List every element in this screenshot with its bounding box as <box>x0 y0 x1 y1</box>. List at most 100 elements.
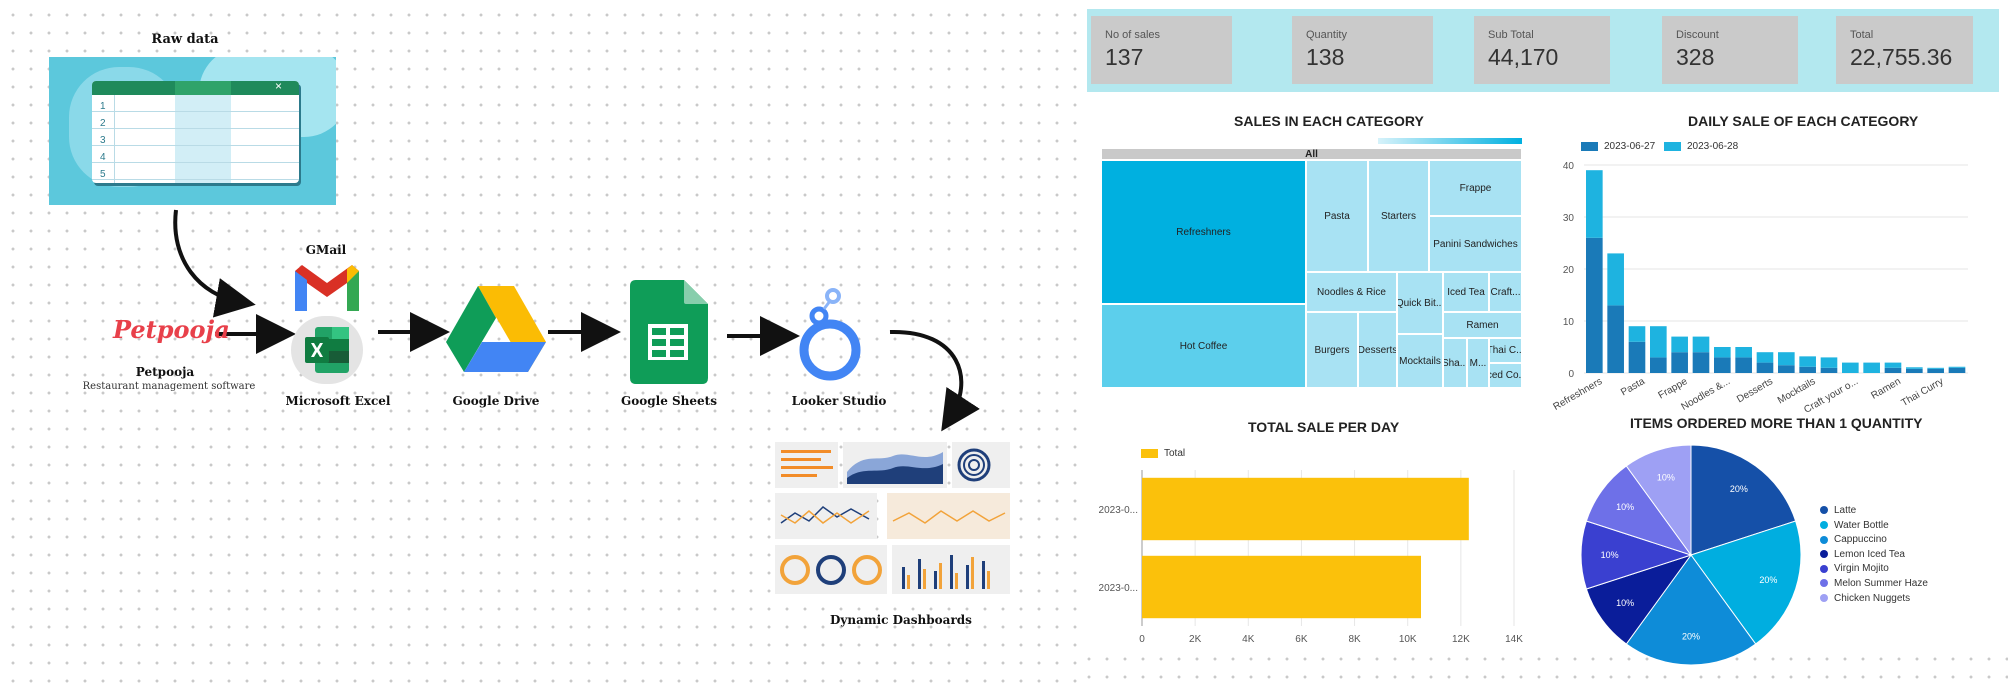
kpi-card[interactable]: No of sales 137 <box>1091 16 1232 84</box>
treemap-cell[interactable]: Craft... <box>1489 272 1522 312</box>
x-tick-label: Refreshners <box>1551 376 1604 413</box>
treemap-cell[interactable]: Panini Sandwiches <box>1429 216 1522 272</box>
sheet-row-number: 3 <box>100 135 106 146</box>
excel-icon <box>305 327 349 373</box>
treemap-cell[interactable]: Pasta <box>1306 160 1368 272</box>
treemap-cell[interactable]: Sha... <box>1443 338 1467 388</box>
kpi-value: 44,170 <box>1488 44 1559 70</box>
raw-data-illustration: × 1 2 3 4 5 <box>49 57 336 205</box>
pie-slice-label: 10% <box>1616 598 1634 608</box>
kpi-value: 328 <box>1676 44 1715 70</box>
legend-swatch <box>1820 506 1828 515</box>
y-tick-label: 30 <box>1563 213 1575 224</box>
legend-label: Total <box>1164 448 1186 459</box>
legend-item[interactable]: 2023-06-27 <box>1581 141 1655 152</box>
treemap-cell[interactable]: Thai C... <box>1489 338 1522 363</box>
sheet-row-number: 4 <box>100 152 106 163</box>
bar-segment <box>1756 362 1774 373</box>
legend-item[interactable]: Lemon Iced Tea <box>1820 549 1928 564</box>
google-drive-icon <box>446 286 546 372</box>
bar-segment <box>1778 365 1795 373</box>
dashboard-thumbnails <box>775 442 1010 594</box>
legend-swatch <box>1141 448 1158 458</box>
column-chart-thumb <box>892 545 1010 594</box>
legend-item[interactable]: Chicken Nuggets <box>1820 593 1928 608</box>
pie-slice <box>1690 445 1797 556</box>
y-tick-label: 0 <box>1568 369 1574 380</box>
treemap-cell[interactable]: M... <box>1467 338 1489 388</box>
treemap-cell[interactable]: Starters <box>1368 160 1429 272</box>
legend-label: Chicken Nuggets <box>1834 592 1911 604</box>
treemap-cell[interactable]: Frappe <box>1429 160 1522 216</box>
legend-item[interactable]: 2023-06-28 <box>1664 141 1738 152</box>
dashboards-label: Dynamic Dashboards <box>830 613 972 627</box>
y-tick-label: 2023-0... <box>1099 583 1138 594</box>
kpi-label: Total <box>1850 29 1874 41</box>
looker-label: Looker Studio <box>791 394 887 408</box>
treemap-cell[interactable]: Iced Co... <box>1489 363 1522 388</box>
legend-item[interactable]: Water Bottle <box>1820 520 1928 535</box>
pie-legend: Latte Water Bottle Cappuccino Lemon Iced… <box>1820 505 1928 607</box>
x-tick-label: 6K <box>1295 634 1308 645</box>
treemap-cell[interactable]: Ramen <box>1443 312 1522 338</box>
bar-segment <box>1756 352 1774 363</box>
treemap-cell[interactable]: Noodles & Rice <box>1306 272 1397 312</box>
kpi-label: No of sales <box>1105 29 1161 41</box>
legend-item[interactable]: Total <box>1141 448 1185 459</box>
legend-item[interactable]: Melon Summer Haze <box>1820 578 1928 593</box>
kpi-label: Discount <box>1676 29 1719 41</box>
pie-slice-label: 20% <box>1759 575 1777 585</box>
sheet-row-number: 5 <box>100 169 106 180</box>
bar-segment <box>1906 368 1923 373</box>
legend-item[interactable]: Cappuccino <box>1820 534 1928 549</box>
bar-segment <box>1842 362 1859 373</box>
legend-item[interactable]: Virgin Mojito <box>1820 563 1928 578</box>
legend-label: Cappuccino <box>1834 534 1887 546</box>
pie-chart[interactable]: 20% 20% 20% 10% 10% 10% 10% <box>1580 445 1820 675</box>
kpi-card[interactable]: Quantity 138 <box>1292 16 1433 84</box>
bar-segment <box>1799 356 1816 367</box>
bar-segment <box>1735 357 1752 373</box>
sheet-row-number: 2 <box>100 118 106 129</box>
treemap-cell[interactable]: Iced Tea <box>1443 272 1489 312</box>
x-tick-label: 12K <box>1452 634 1470 645</box>
y-tick-label: 10 <box>1563 317 1575 328</box>
legend-item[interactable]: Latte <box>1820 505 1928 520</box>
legend-label: 2023-06-28 <box>1687 141 1739 152</box>
daily-chart-title: DAILY SALE OF EACH CATEGORY <box>1688 113 1919 129</box>
kpi-value: 137 <box>1105 44 1144 70</box>
treemap-cell[interactable]: Desserts <box>1358 312 1397 388</box>
bar-segment <box>1778 352 1795 366</box>
legend-label: 2023-06-27 <box>1604 141 1656 152</box>
kpi-value: 138 <box>1306 44 1345 70</box>
bar-segment <box>1692 336 1710 353</box>
total-sale-chart[interactable]: 0 2K 4K 6K 8K 10K 12K 14K 2023-0... 2023-0... <box>1090 462 1530 647</box>
treemap-cell[interactable]: Burgers <box>1306 312 1358 388</box>
treemap-chart[interactable]: All Refreshners Hot Coffee Pasta Starter… <box>1101 148 1522 388</box>
kpi-card[interactable]: Total 22,755.36 <box>1836 16 1973 84</box>
treemap-cell[interactable]: Hot Coffee <box>1101 304 1306 388</box>
treemap-root[interactable]: All <box>1101 148 1522 160</box>
bar-segment <box>1586 170 1603 238</box>
bar <box>1142 477 1469 541</box>
pie-slice-label: 10% <box>1616 502 1634 512</box>
kpi-card[interactable]: Discount 328 <box>1662 16 1798 84</box>
canvas-dot-grid-bottom <box>1080 650 2008 693</box>
treemap-cell[interactable]: Quick Bit... <box>1397 272 1443 334</box>
treemap-cell[interactable]: Refreshners <box>1101 160 1306 304</box>
pie-slice <box>1625 445 1692 557</box>
x-tick-label: 2K <box>1189 634 1202 645</box>
bar-lines-thumb <box>775 442 838 488</box>
excel-label: Microsoft Excel <box>285 394 391 408</box>
x-tick-label: Noodles &... <box>1679 376 1732 413</box>
kpi-scorecards: No of sales 137 Quantity 138 Sub Total 4… <box>1087 9 1999 92</box>
legend-swatch <box>1820 593 1828 602</box>
bar <box>1142 555 1421 619</box>
treemap-cell[interactable]: Mocktails <box>1397 334 1443 388</box>
total-chart-title: TOTAL SALE PER DAY <box>1248 419 1400 435</box>
kpi-card[interactable]: Sub Total 44,170 <box>1474 16 1610 84</box>
bar-segment <box>1820 367 1838 373</box>
kpi-label: Sub Total <box>1488 29 1534 41</box>
legend-swatch <box>1820 550 1828 559</box>
